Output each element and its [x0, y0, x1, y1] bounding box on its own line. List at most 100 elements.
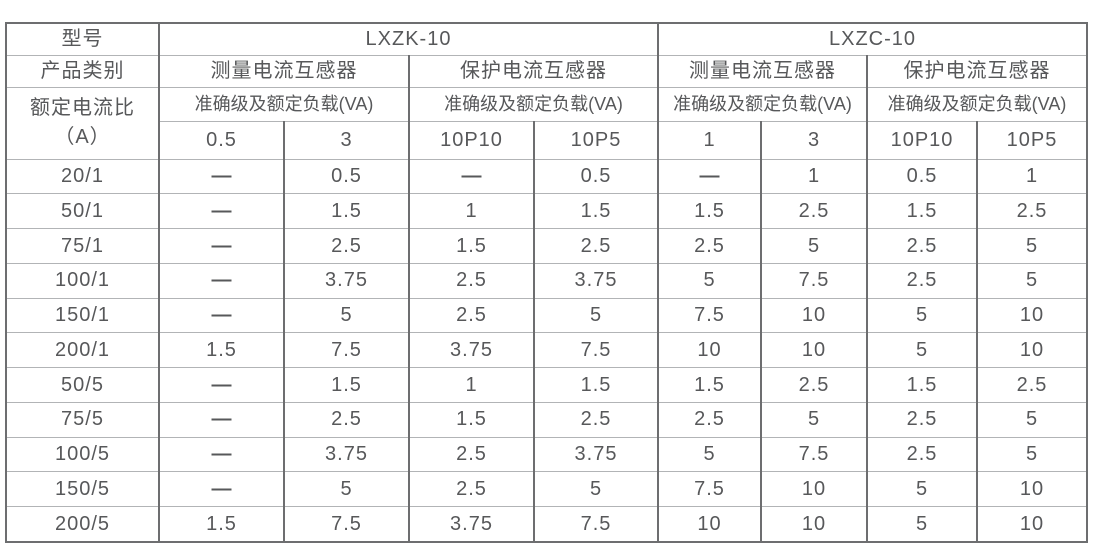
table-row: 50/1—1.5 1 1.5 1.5 2.5 1.5 2.5: [5, 193, 1088, 229]
ratio-cell: 100/5: [5, 436, 159, 472]
empty-dash-cell: —: [158, 228, 284, 264]
load-value-cell: 3.75: [533, 436, 658, 472]
load-value-cell: 7.5: [657, 471, 761, 507]
empty-dash-cell: —: [158, 367, 284, 403]
load-value-cell: 0.5: [533, 158, 658, 194]
lxzk-measure-label: 测量电流互感器: [158, 54, 409, 88]
load-value-cell: 2.5: [760, 193, 867, 229]
accuracy-class-cell: 3: [760, 120, 867, 160]
load-value-cell: 5: [866, 471, 977, 507]
lxzk-protect-load-label: 准确级及额定负载(VA): [408, 86, 658, 122]
load-value-cell: 5: [866, 332, 977, 368]
load-value-cell: 2.5: [866, 401, 977, 438]
model-name-lxzc10: LXZC-10: [656, 22, 1088, 56]
load-value-cell: 10: [760, 506, 867, 542]
load-value-cell: 1.5: [408, 401, 534, 438]
load-value-cell: 0.5: [283, 158, 409, 194]
table-row: 50/5—1.5 1 1.5 1.5 2.5 1.5 2.5: [5, 367, 1088, 403]
load-value-cell: 3.75: [533, 262, 658, 299]
load-value-cell: 1.5: [158, 506, 284, 542]
ratio-cell: 150/5: [5, 471, 159, 507]
accuracy-class-cell: 10P5: [533, 120, 658, 160]
empty-dash-cell: —: [408, 158, 534, 194]
load-value-cell: 5: [657, 436, 761, 472]
load-value-cell: 1.5: [408, 228, 534, 264]
ratio-cell: 100/1: [5, 262, 159, 299]
lxzc-protect-load-label: 准确级及额定负载(VA): [865, 86, 1088, 122]
table-row: 200/5 1.5 7.5 3.75 7.5 10 10 5 10: [5, 506, 1088, 542]
load-value-cell: 2.5: [283, 401, 409, 438]
ratio-cell: 200/1: [5, 332, 159, 368]
accuracy-class-cell: 10P5: [975, 120, 1088, 160]
accuracy-class-cell: 0.5: [158, 120, 284, 160]
empty-dash-cell: —: [158, 262, 284, 299]
load-value-cell: 3.75: [408, 506, 534, 542]
table-row: 100/1—3.75 2.5 3.75 5 7.5 2.5 5: [5, 262, 1088, 299]
empty-dash-cell: —: [158, 471, 284, 507]
load-value-cell: 2.5: [657, 228, 761, 264]
load-value-cell: 2.5: [975, 193, 1088, 229]
load-value-cell: 2.5: [533, 228, 658, 264]
load-value-cell: 1.5: [657, 193, 761, 229]
accuracy-class-cell: 10P10: [408, 120, 534, 160]
load-value-cell: 2.5: [866, 262, 977, 299]
current-transformer-spec-table: 型号 LXZK-10 LXZC-10 产品类别 测量电流互感器 保护电流互感器 …: [5, 22, 1089, 543]
load-value-cell: 2.5: [408, 297, 534, 333]
empty-dash-cell: —: [158, 193, 284, 229]
load-value-cell: 1: [408, 193, 534, 229]
load-value-cell: 1: [760, 158, 867, 194]
load-value-cell: 7.5: [657, 297, 761, 333]
ratio-cell: 75/1: [5, 228, 159, 264]
lxzc-measure-label: 测量电流互感器: [657, 54, 867, 88]
header-row-model: 型号 LXZK-10 LXZC-10: [5, 22, 1088, 56]
table-row: 150/5—5 2.5 5 7.5 10 5 10: [5, 471, 1088, 507]
load-value-cell: 2.5: [975, 367, 1088, 403]
load-value-cell: 2.5: [408, 471, 534, 507]
table-row: 75/1—2.5 1.5 2.5 2.5 5 2.5 5: [5, 228, 1088, 264]
load-value-cell: 7.5: [760, 262, 867, 299]
load-value-cell: 5: [283, 471, 409, 507]
load-value-cell: 5: [533, 297, 658, 333]
load-value-cell: 2.5: [657, 401, 761, 438]
header-row-category: 产品类别 测量电流互感器 保护电流互感器 测量电流互感器 保护电流互感器: [5, 54, 1088, 88]
load-value-cell: 7.5: [760, 436, 867, 472]
load-value-cell: 10: [975, 471, 1088, 507]
load-value-cell: 7.5: [283, 506, 409, 542]
model-row-label: 型号: [5, 22, 159, 56]
load-value-cell: 10: [760, 471, 867, 507]
load-value-cell: 7.5: [533, 506, 658, 542]
load-value-cell: 2.5: [760, 367, 867, 403]
load-value-cell: 5: [975, 262, 1088, 299]
empty-dash-cell: —: [158, 297, 284, 333]
load-value-cell: 5: [975, 401, 1088, 438]
load-value-cell: 5: [975, 228, 1088, 264]
load-value-cell: 10: [975, 332, 1088, 368]
load-value-cell: 7.5: [283, 332, 409, 368]
accuracy-class-cell: 10P10: [866, 120, 977, 160]
load-value-cell: 5: [657, 262, 761, 299]
load-value-cell: 5: [283, 297, 409, 333]
load-value-cell: 1.5: [533, 367, 658, 403]
load-value-cell: 5: [975, 436, 1088, 472]
load-value-cell: 3.75: [283, 262, 409, 299]
lxzc-protect-label: 保护电流互感器: [865, 54, 1088, 88]
ratio-cell: 50/5: [5, 367, 159, 403]
lxzc-measure-load-label: 准确级及额定负载(VA): [657, 86, 867, 122]
load-value-cell: 1.5: [283, 193, 409, 229]
ratio-label: 额定电流比: [30, 97, 135, 120]
load-value-cell: 7.5: [533, 332, 658, 368]
ratio-unit: （A）: [54, 126, 111, 149]
load-value-cell: 3.75: [408, 332, 534, 368]
load-value-cell: 10: [760, 332, 867, 368]
lxzk-protect-label: 保护电流互感器: [408, 54, 658, 88]
load-value-cell: 5: [760, 401, 867, 438]
load-value-cell: 2.5: [866, 436, 977, 472]
accuracy-class-cell: 3: [283, 120, 409, 160]
table-row: 200/1 1.5 7.5 3.75 7.5 10 10 5 10: [5, 332, 1088, 368]
load-value-cell: 2.5: [533, 401, 658, 438]
empty-dash-cell: —: [158, 436, 284, 472]
load-value-cell: 1: [408, 367, 534, 403]
load-value-cell: 10: [975, 506, 1088, 542]
load-value-cell: 1.5: [533, 193, 658, 229]
